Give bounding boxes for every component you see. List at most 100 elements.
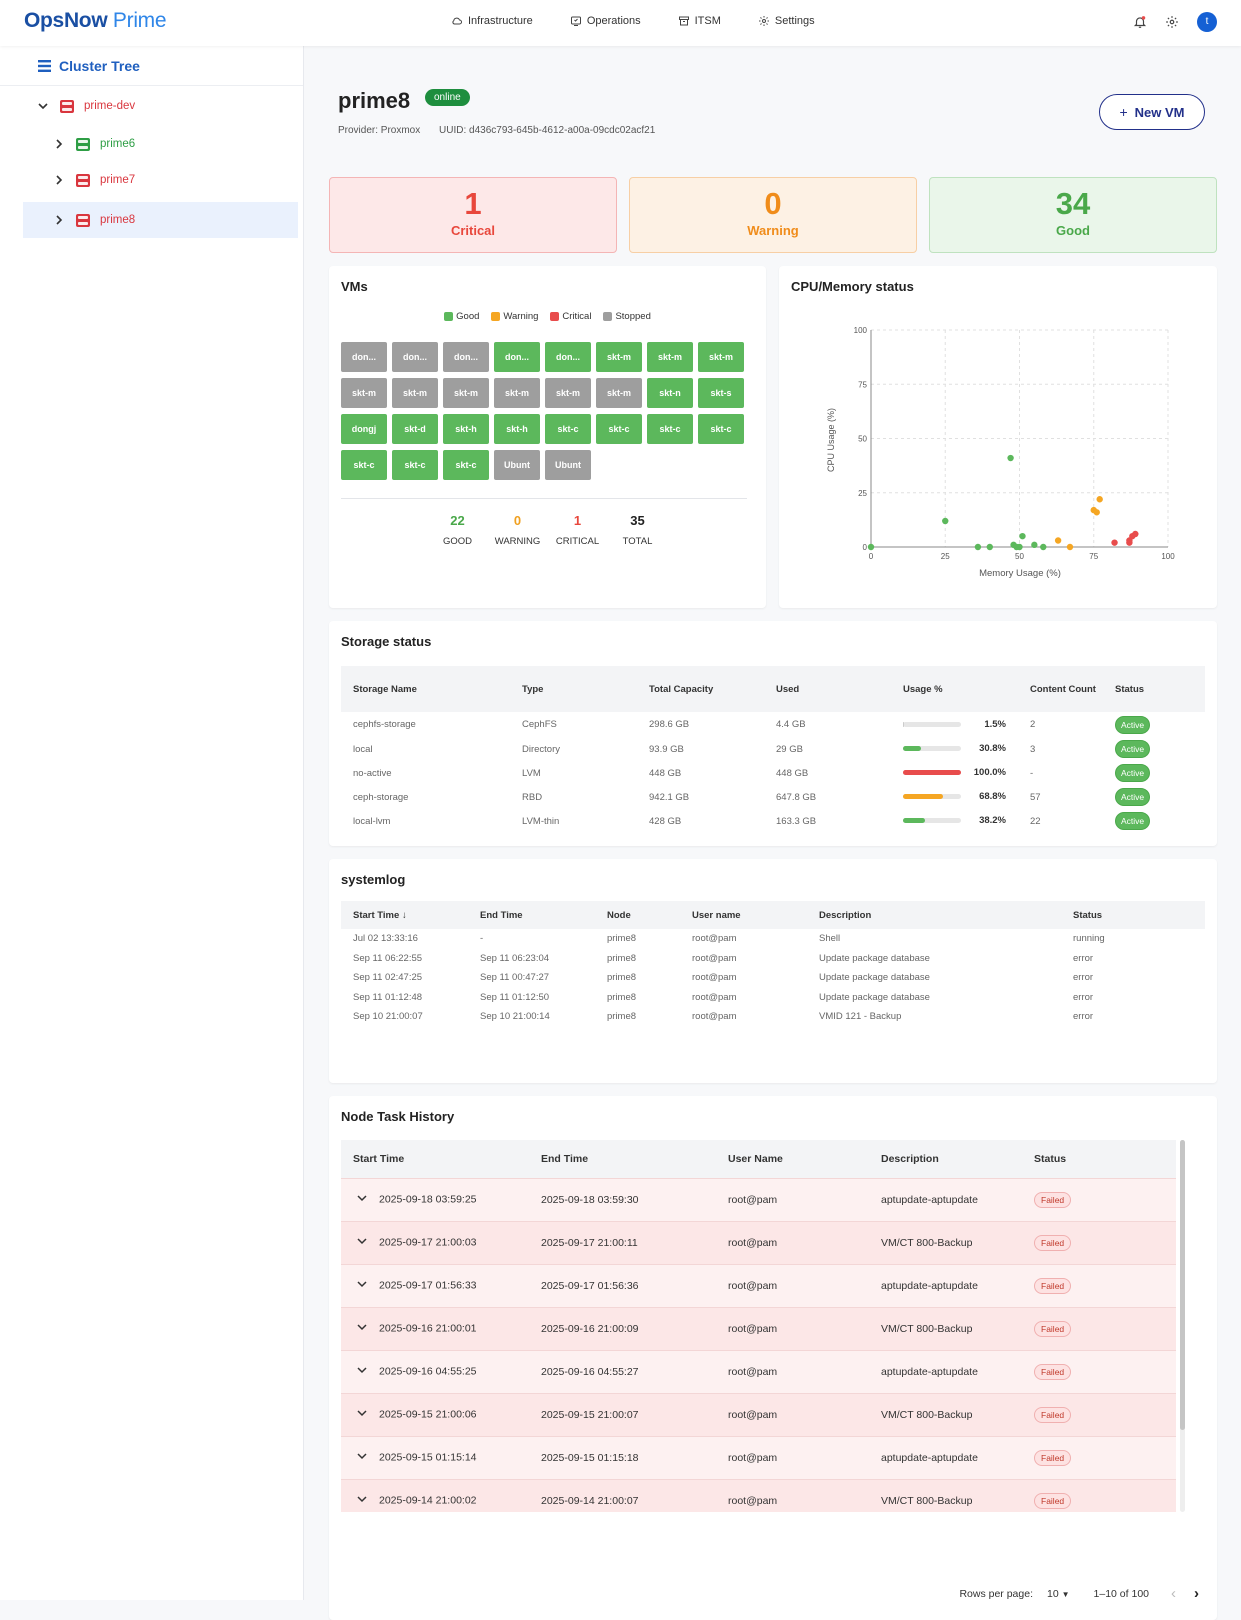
chevron-down-icon[interactable] xyxy=(357,1236,367,1249)
chevron-down-icon[interactable] xyxy=(357,1408,367,1421)
table-row[interactable]: ceph-storage RBD 942.1 GB 647.8 GB 68.8% 57 Ac… xyxy=(341,785,1205,809)
new-vm-button[interactable]: + New VM xyxy=(1099,94,1205,130)
vm-tile[interactable]: skt-m xyxy=(647,342,693,372)
chevron-down-icon[interactable] xyxy=(357,1494,367,1507)
vm-tile[interactable]: don... xyxy=(494,342,540,372)
vm-tile[interactable]: skt-c xyxy=(698,414,744,444)
scrollbar-thumb[interactable] xyxy=(1180,1140,1185,1430)
vm-tile[interactable]: skt-n xyxy=(647,378,693,408)
good-card[interactable]: 34 Good xyxy=(929,177,1217,253)
vm-tile[interactable]: skt-s xyxy=(698,378,744,408)
vm-tile[interactable]: skt-c xyxy=(392,450,438,480)
chevron-down-icon[interactable] xyxy=(357,1451,367,1464)
data-point-good[interactable] xyxy=(1040,543,1047,551)
prev-page-button[interactable]: ‹ xyxy=(1171,1585,1176,1602)
tree-item-prime6[interactable]: prime6 xyxy=(54,134,135,154)
data-point-good[interactable] xyxy=(1031,541,1038,549)
task-row[interactable]: 2025-09-16 04:55:25 2025-09-16 04:55:27 ro… xyxy=(341,1349,1176,1393)
data-point-good[interactable] xyxy=(1016,543,1023,551)
data-point-critical[interactable] xyxy=(1132,530,1139,538)
vm-tile[interactable]: skt-m xyxy=(392,378,438,408)
data-point-warning[interactable] xyxy=(1093,509,1100,516)
vm-tile[interactable]: Ubunt xyxy=(545,450,591,480)
app-logo[interactable]: OpsNow Prime xyxy=(24,9,167,32)
chevron-down-icon[interactable] xyxy=(357,1322,367,1335)
vm-tile[interactable]: don... xyxy=(545,342,591,372)
task-row[interactable]: 2025-09-17 01:56:33 2025-09-17 01:56:36 ro… xyxy=(341,1263,1176,1307)
data-point-critical[interactable] xyxy=(1126,537,1133,544)
vm-tile[interactable]: skt-h xyxy=(494,414,540,444)
task-row[interactable]: 2025-09-14 21:00:02 2025-09-14 21:00:07 ro… xyxy=(341,1478,1176,1512)
chevron-right-icon[interactable] xyxy=(54,215,64,225)
chevron-right-icon[interactable] xyxy=(54,175,64,185)
vm-tile[interactable]: Ubunt xyxy=(494,450,540,480)
data-point-good[interactable] xyxy=(1007,454,1014,462)
data-point-good[interactable] xyxy=(942,517,949,525)
table-scrollbar[interactable] xyxy=(1180,1140,1185,1512)
nav-itsm[interactable]: ITSM xyxy=(678,15,721,27)
table-row[interactable]: Sep 11 01:12:48 Sep 11 01:12:50 prime8 root… xyxy=(341,988,1205,1008)
tree-item-prime7[interactable]: prime7 xyxy=(54,170,135,190)
settings-gear-icon[interactable] xyxy=(1165,15,1179,29)
vm-tile[interactable]: skt-h xyxy=(443,414,489,444)
chevron-down-icon[interactable] xyxy=(357,1365,367,1378)
table-row[interactable]: local Directory 93.9 GB 29 GB 30.8% 3 Active xyxy=(341,737,1205,761)
warning-card[interactable]: 0 Warning xyxy=(629,177,917,253)
next-page-button[interactable]: › xyxy=(1194,1585,1199,1602)
vm-tile[interactable]: skt-m xyxy=(494,378,540,408)
tree-item-prime-dev[interactable]: prime-dev xyxy=(38,96,135,116)
vm-tile[interactable]: skt-c xyxy=(443,450,489,480)
vm-tile[interactable]: skt-m xyxy=(443,378,489,408)
data-point-good[interactable] xyxy=(867,543,875,551)
vm-tile[interactable]: skt-c xyxy=(341,450,387,480)
col-start-time[interactable]: Start Time ↓ xyxy=(353,909,407,921)
vm-tile[interactable]: dongj xyxy=(341,414,387,444)
tree-item-prime8[interactable]: prime8 xyxy=(23,202,298,238)
task-row[interactable]: 2025-09-16 21:00:01 2025-09-16 21:00:09 ro… xyxy=(341,1306,1176,1350)
notification-bell-icon[interactable] xyxy=(1133,15,1147,29)
vm-tile[interactable]: skt-m xyxy=(596,342,642,372)
table-row[interactable]: local-lvm LVM-thin 428 GB 163.3 GB 38.2% 22 Ac… xyxy=(341,809,1205,833)
rows-per-page-select[interactable]: 10 ▼ xyxy=(1047,1587,1070,1600)
vm-tile[interactable]: don... xyxy=(443,342,489,372)
critical-card[interactable]: 1 Critical xyxy=(329,177,617,253)
vm-tile[interactable]: don... xyxy=(341,342,387,372)
data-point-good[interactable] xyxy=(986,543,993,551)
task-row[interactable]: 2025-09-15 21:00:06 2025-09-15 21:00:07 ro… xyxy=(341,1392,1176,1436)
table-row[interactable]: no-active LVM 448 GB 448 GB 100.0% - Active xyxy=(341,761,1205,785)
table-row[interactable]: Sep 11 06:22:55 Sep 11 06:23:04 prime8 root… xyxy=(341,949,1205,969)
task-user: root@pam xyxy=(728,1306,881,1350)
task-row[interactable]: 2025-09-15 01:15:14 2025-09-15 01:15:18 ro… xyxy=(341,1435,1176,1479)
data-point-good[interactable] xyxy=(974,543,982,551)
vm-tile[interactable]: skt-c xyxy=(596,414,642,444)
table-row[interactable]: cephfs-storage CephFS 298.6 GB 4.4 GB 1.5% 2 A… xyxy=(341,712,1205,737)
data-point-warning[interactable] xyxy=(1096,496,1103,503)
table-row[interactable]: Sep 11 02:47:25 Sep 11 00:47:27 prime8 root… xyxy=(341,968,1205,988)
chevron-down-icon[interactable] xyxy=(38,101,48,111)
vm-tile[interactable]: skt-c xyxy=(647,414,693,444)
vm-tile[interactable]: skt-d xyxy=(392,414,438,444)
table-row[interactable]: Sep 10 21:00:07 Sep 10 21:00:14 prime8 root… xyxy=(341,1007,1205,1027)
data-point-warning[interactable] xyxy=(1054,537,1062,544)
vm-tile[interactable]: skt-c xyxy=(545,414,591,444)
nav-infrastructure[interactable]: Infrastructure xyxy=(451,15,533,27)
vm-tile[interactable]: skt-m xyxy=(596,378,642,408)
task-row[interactable]: 2025-09-18 03:59:25 2025-09-18 03:59:30 ro… xyxy=(341,1177,1176,1221)
storage-status: Active xyxy=(1103,809,1205,833)
chevron-down-icon[interactable] xyxy=(357,1193,367,1206)
data-point-good[interactable] xyxy=(1019,532,1026,540)
vm-tile[interactable]: don... xyxy=(392,342,438,372)
chevron-right-icon[interactable] xyxy=(54,139,64,149)
table-row[interactable]: Jul 02 13:33:16 - prime8 root@pam Shell runni… xyxy=(341,929,1205,949)
nav-settings[interactable]: Settings xyxy=(758,15,815,27)
nav-operations[interactable]: Operations xyxy=(570,15,641,27)
data-point-critical[interactable] xyxy=(1111,539,1118,546)
chevron-down-icon[interactable] xyxy=(357,1279,367,1292)
task-row[interactable]: 2025-09-17 21:00:03 2025-09-17 21:00:11 ro… xyxy=(341,1220,1176,1264)
vm-tile[interactable]: skt-m xyxy=(341,378,387,408)
vm-tile[interactable]: skt-m xyxy=(545,378,591,408)
vm-tile[interactable]: skt-m xyxy=(698,342,744,372)
data-point-warning[interactable] xyxy=(1066,543,1074,551)
user-avatar[interactable]: t xyxy=(1197,12,1217,32)
y-tick-label: 50 xyxy=(858,435,867,444)
